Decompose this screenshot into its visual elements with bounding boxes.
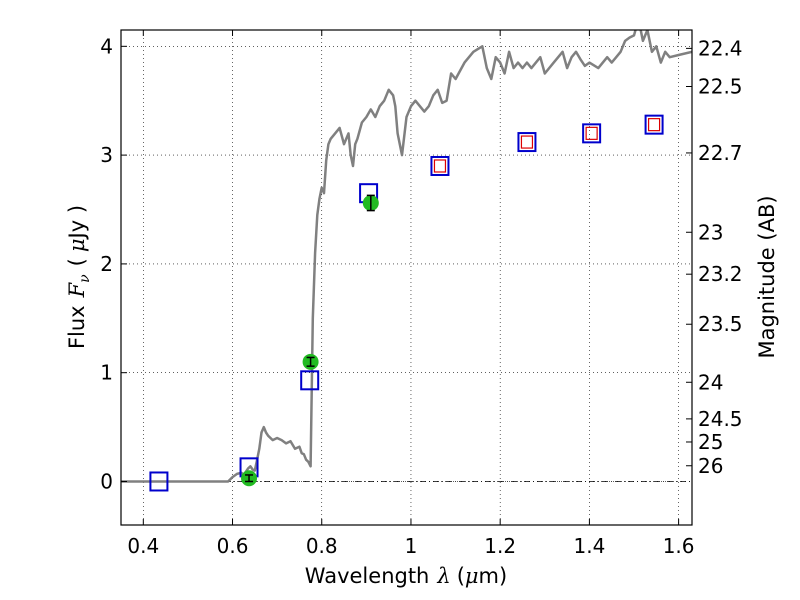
model-inner-box <box>520 135 534 149</box>
grid <box>121 30 692 525</box>
y2-axis-label: Magnitude (AB) <box>755 195 779 358</box>
model-inner-box <box>647 118 661 132</box>
y2-tick-label: 25 <box>698 430 723 454</box>
y2-tick-label: 26 <box>698 454 723 478</box>
y2-tick-label: 22.7 <box>698 141 743 165</box>
model-photometry-box <box>430 155 450 176</box>
y-tick-label: 1 <box>100 361 113 385</box>
model-spectrum-line <box>121 30 692 483</box>
y2-tick-label: 23.5 <box>698 312 743 336</box>
x-tick-label: 0.4 <box>127 534 159 558</box>
model-inner-box <box>585 126 598 140</box>
y-tick-label: 2 <box>100 252 113 276</box>
y2-tick-label: 23 <box>698 220 723 244</box>
model-photometry-box <box>149 471 169 492</box>
y2-tick-label: 23.2 <box>698 262 743 286</box>
y2-tick-label: 22.4 <box>698 36 743 60</box>
plot-data <box>121 30 692 492</box>
x-tick-label: 0.8 <box>306 534 338 558</box>
y2-tick-label: 24.5 <box>698 407 743 431</box>
x-tick-label: 1.4 <box>573 534 605 558</box>
x-axis-label: Wavelength λ (μm) <box>305 564 507 588</box>
y-axis-label: FluxFν(μJy ) <box>65 205 93 349</box>
plot-frame <box>120 29 693 526</box>
model-photometry-box <box>582 123 602 144</box>
y2-tick-label: 22.5 <box>698 74 743 98</box>
x-tick-label: 0.6 <box>217 534 249 558</box>
model-photometry-box <box>644 114 664 135</box>
model-photometry-box <box>300 370 320 391</box>
y-tick-label: 3 <box>100 143 113 167</box>
x-tick-label: 1.2 <box>484 534 516 558</box>
model-photometry-box <box>517 132 537 153</box>
x-tick-label: 1 <box>405 534 418 558</box>
y-tick-label: 4 <box>100 34 113 58</box>
x-tick-label: 1.6 <box>663 534 695 558</box>
y-tick-label: 0 <box>100 469 113 493</box>
y2-tick-label: 24 <box>698 370 723 394</box>
model-inner-box <box>433 159 447 173</box>
